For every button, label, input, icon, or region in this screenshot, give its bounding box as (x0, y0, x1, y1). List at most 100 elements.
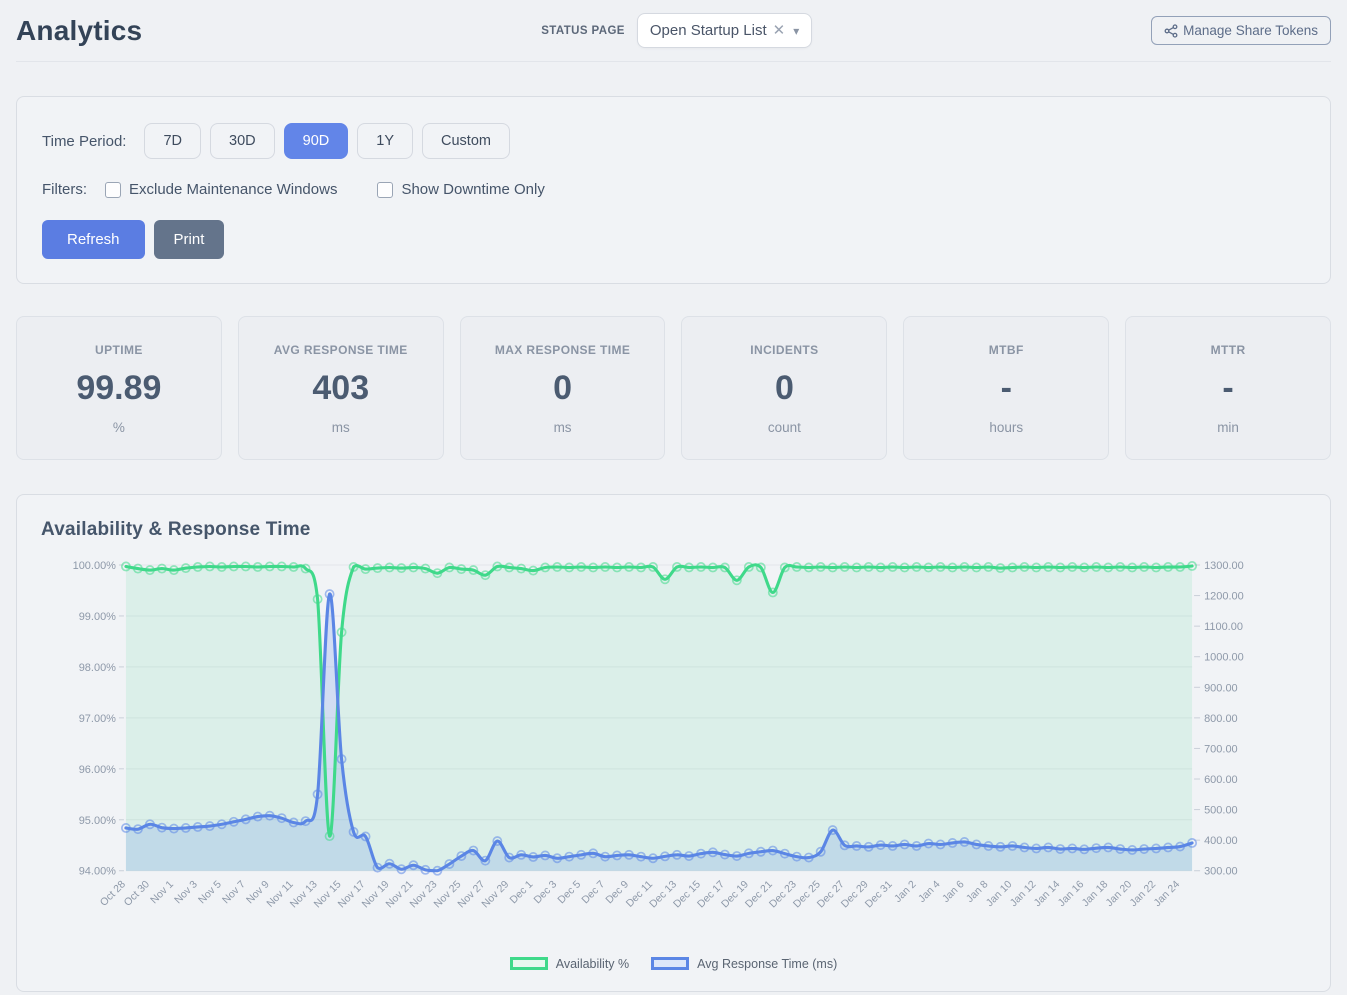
svg-text:Dec 3: Dec 3 (532, 879, 559, 906)
status-page-label: STATUS PAGE (541, 24, 625, 37)
stat-unit: hours (989, 420, 1024, 435)
chevron-down-icon[interactable]: ▾ (793, 23, 800, 38)
header: Analytics STATUS PAGE Open Startup List … (16, 0, 1331, 62)
time-period-90d-button[interactable]: 90D (283, 123, 349, 159)
legend-item-availability: Availability % (509, 957, 629, 971)
stat-unit: count (767, 420, 801, 435)
svg-text:1100.00: 1100.00 (1204, 621, 1243, 633)
svg-text:Nov 1: Nov 1 (149, 879, 176, 906)
legend-item-response-time: Avg Response Time (ms) (651, 957, 837, 971)
response-time-swatch-icon (651, 957, 690, 971)
stat-label: INCIDENTS (750, 343, 819, 357)
status-page-select[interactable]: Open Startup List ✕ ▾ (636, 13, 813, 48)
time-period-7d-button[interactable]: 7D (144, 123, 202, 159)
legend-label: Avg Response Time (ms) (697, 956, 838, 971)
svg-text:95.00%: 95.00% (79, 815, 116, 827)
stat-unit: ms (331, 420, 350, 435)
svg-text:100.00%: 100.00% (73, 560, 117, 572)
svg-text:800.00: 800.00 (1204, 713, 1238, 725)
stat-card-avg-response: AVG RESPONSE TIME 403 ms (237, 316, 444, 460)
show-downtime-label[interactable]: Show Downtime Only (401, 181, 545, 198)
svg-text:Jan 6: Jan 6 (941, 879, 967, 905)
time-period-row: Time Period: 7D 30D 90D 1Y Custom (42, 123, 1305, 159)
manage-share-tokens-label: Manage Share Tokens (1183, 23, 1318, 38)
exclude-maintenance-checkbox[interactable] (105, 181, 121, 198)
page-title: Analytics (16, 14, 143, 46)
stat-card-max-response: MAX RESPONSE TIME 0 ms (459, 316, 666, 460)
svg-text:Oct 30: Oct 30 (122, 879, 152, 909)
svg-text:1300.00: 1300.00 (1204, 560, 1244, 572)
status-page-selected-value: Open Startup List (649, 22, 767, 39)
svg-text:Dec 31: Dec 31 (863, 879, 894, 910)
stats-row: UPTIME 99.89 % AVG RESPONSE TIME 403 ms … (16, 316, 1331, 460)
exclude-maintenance-checkbox-item[interactable]: Exclude Maintenance Windows (105, 181, 337, 198)
svg-text:Jan 4: Jan 4 (917, 879, 943, 905)
svg-text:Nov 3: Nov 3 (173, 879, 200, 906)
stat-card-mtbf: MTBF - hours (903, 316, 1110, 460)
svg-text:Nov 7: Nov 7 (221, 879, 248, 906)
svg-text:900.00: 900.00 (1204, 682, 1238, 694)
stat-card-uptime: UPTIME 99.89 % (16, 316, 222, 460)
svg-text:1200.00: 1200.00 (1204, 591, 1244, 603)
filter-panel: Time Period: 7D 30D 90D 1Y Custom Filter… (16, 96, 1331, 284)
stat-label: AVG RESPONSE TIME (273, 343, 408, 357)
availability-swatch-icon (509, 957, 548, 971)
print-button[interactable]: Print (153, 220, 225, 259)
stat-label: MAX RESPONSE TIME (494, 343, 631, 357)
svg-text:Jan 12: Jan 12 (1008, 879, 1038, 909)
stat-label: MTTR (1210, 343, 1246, 357)
svg-text:Nov 5: Nov 5 (197, 879, 224, 906)
svg-text:Jan 22: Jan 22 (1128, 879, 1158, 909)
svg-text:Jan 14: Jan 14 (1032, 879, 1062, 909)
stat-unit: min (1217, 420, 1239, 435)
stat-label: UPTIME (95, 343, 143, 357)
svg-text:97.00%: 97.00% (79, 713, 116, 725)
svg-text:Jan 24: Jan 24 (1152, 879, 1182, 909)
svg-text:Jan 16: Jan 16 (1056, 879, 1086, 909)
svg-text:Dec 1: Dec 1 (508, 879, 535, 906)
svg-text:Oct 28: Oct 28 (98, 879, 128, 909)
filters-label: Filters: (42, 181, 87, 198)
show-downtime-checkbox[interactable] (377, 181, 394, 198)
svg-text:700.00: 700.00 (1204, 743, 1238, 755)
exclude-maintenance-label[interactable]: Exclude Maintenance Windows (129, 181, 338, 198)
stat-card-incidents: INCIDENTS 0 count (681, 316, 888, 460)
manage-share-tokens-button[interactable]: Manage Share Tokens (1151, 16, 1331, 45)
svg-text:99.00%: 99.00% (79, 611, 116, 623)
svg-text:98.00%: 98.00% (79, 662, 116, 674)
stat-label: MTBF (988, 343, 1024, 357)
time-period-custom-button[interactable]: Custom (422, 123, 510, 159)
stat-value: - (1222, 369, 1234, 407)
stat-value: 403 (312, 369, 370, 407)
status-page-selector-group: STATUS PAGE Open Startup List ✕ ▾ (481, 13, 813, 48)
svg-text:300.00: 300.00 (1204, 866, 1238, 878)
stat-value: 0 (553, 369, 573, 407)
chart-title: Availability & Response Time (41, 519, 311, 540)
time-period-label: Time Period: (42, 132, 127, 150)
time-period-1y-button[interactable]: 1Y (357, 123, 413, 159)
svg-text:Dec 7: Dec 7 (580, 879, 607, 906)
svg-text:400.00: 400.00 (1204, 835, 1238, 847)
chart-canvas: 94.00% 95.00% 96.00% 97.00% 98.00% 99.00% 100.… (73, 560, 1244, 910)
svg-text:Dec 5: Dec 5 (556, 879, 583, 906)
svg-text:Jan 18: Jan 18 (1080, 879, 1110, 909)
refresh-button[interactable]: Refresh (42, 220, 145, 259)
availability-response-chart: 94.00% 95.00% 96.00% 97.00% 98.00% 99.00% 100.… (41, 553, 1306, 955)
svg-text:600.00: 600.00 (1204, 774, 1238, 786)
stat-value: 0 (774, 369, 794, 407)
svg-text:96.00%: 96.00% (79, 764, 116, 776)
stat-value: - (1000, 369, 1012, 407)
svg-text:94.00%: 94.00% (79, 866, 116, 878)
svg-text:Jan 20: Jan 20 (1104, 879, 1134, 909)
filters-row: Filters: Exclude Maintenance Windows Sho… (42, 181, 1305, 198)
actions-row: Refresh Print (42, 220, 1305, 259)
show-downtime-checkbox-item[interactable]: Show Downtime Only (377, 181, 545, 198)
stat-card-mttr: MTTR - min (1125, 316, 1331, 460)
chart-panel: Availability & Response Time 94.00% 95.00… (16, 494, 1331, 992)
clear-selection-icon[interactable]: ✕ (772, 22, 786, 39)
stat-value: 99.89 (76, 369, 162, 407)
svg-text:Jan 2: Jan 2 (893, 879, 919, 905)
stat-unit: % (112, 420, 125, 435)
time-period-30d-button[interactable]: 30D (210, 123, 275, 159)
